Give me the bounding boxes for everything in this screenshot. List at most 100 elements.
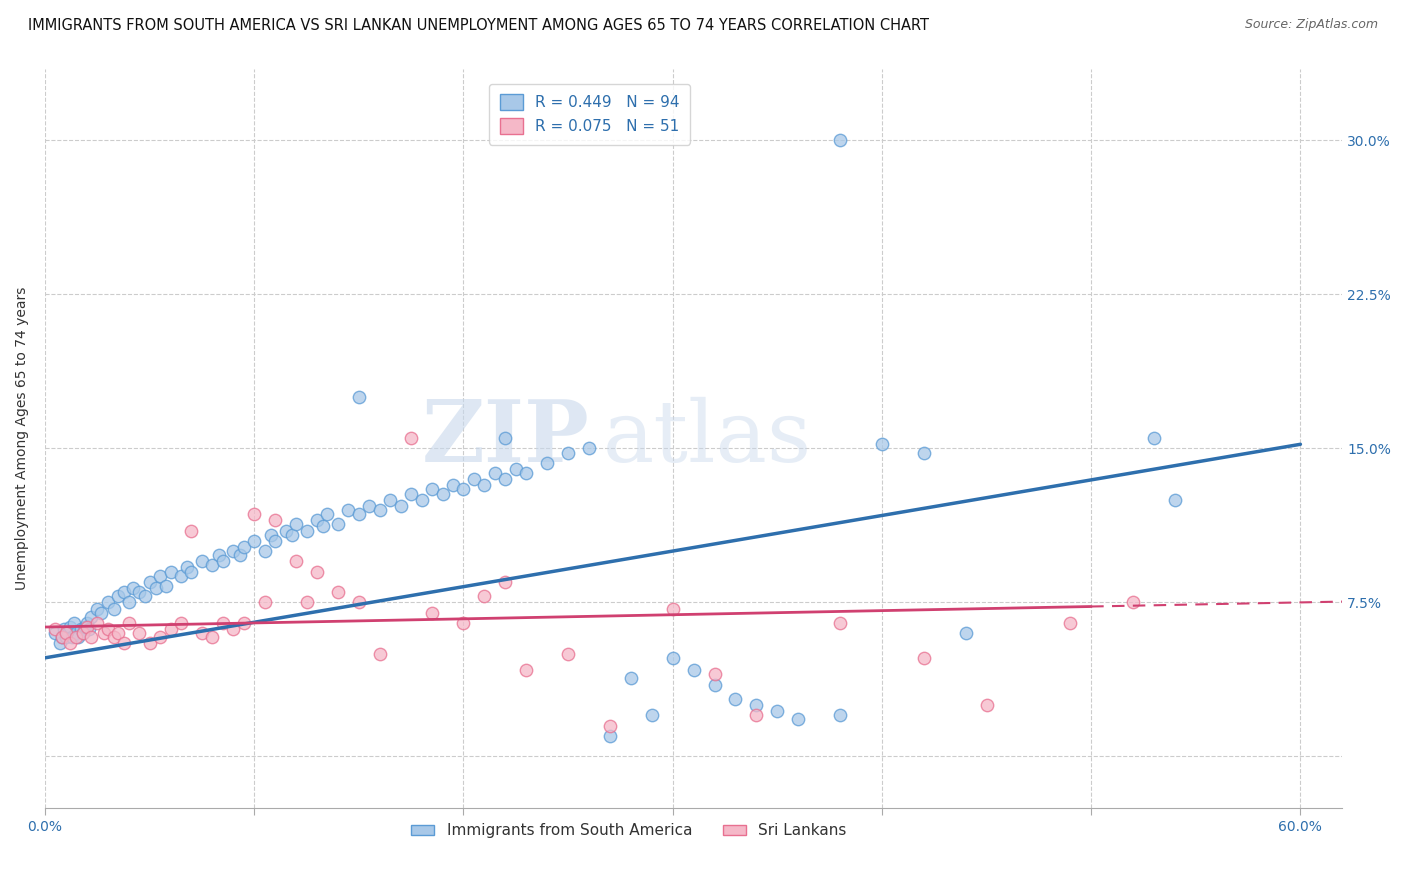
- Legend: Immigrants from South America, Sri Lankans: Immigrants from South America, Sri Lanka…: [405, 817, 852, 845]
- Point: [703, 677, 725, 691]
- Point: [295, 595, 318, 609]
- Point: [1059, 615, 1081, 630]
- Point: [211, 554, 233, 568]
- Point: [599, 729, 621, 743]
- Point: [474, 589, 496, 603]
- Point: [389, 499, 412, 513]
- Point: [243, 507, 266, 521]
- Point: [441, 478, 464, 492]
- Point: [72, 626, 94, 640]
- Point: [326, 517, 349, 532]
- Point: [661, 650, 683, 665]
- Point: [176, 560, 198, 574]
- Point: [955, 626, 977, 640]
- Point: [264, 513, 287, 527]
- Point: [138, 574, 160, 589]
- Point: [661, 601, 683, 615]
- Point: [149, 568, 172, 582]
- Point: [312, 519, 335, 533]
- Text: atlas: atlas: [603, 397, 811, 480]
- Point: [128, 585, 150, 599]
- Point: [52, 622, 75, 636]
- Point: [201, 558, 224, 573]
- Point: [515, 663, 537, 677]
- Point: [870, 437, 893, 451]
- Point: [149, 630, 172, 644]
- Point: [432, 486, 454, 500]
- Point: [232, 540, 254, 554]
- Point: [281, 527, 304, 541]
- Point: [118, 615, 141, 630]
- Point: [222, 544, 245, 558]
- Point: [641, 708, 664, 723]
- Point: [830, 708, 852, 723]
- Point: [494, 431, 516, 445]
- Point: [65, 626, 87, 640]
- Point: [55, 626, 77, 640]
- Point: [159, 565, 181, 579]
- Point: [399, 486, 422, 500]
- Point: [830, 615, 852, 630]
- Point: [1164, 492, 1187, 507]
- Point: [118, 595, 141, 609]
- Point: [380, 492, 402, 507]
- Point: [347, 595, 370, 609]
- Point: [253, 544, 276, 558]
- Point: [260, 527, 283, 541]
- Point: [228, 548, 250, 562]
- Point: [103, 630, 125, 644]
- Point: [73, 620, 96, 634]
- Point: [90, 606, 112, 620]
- Point: [463, 472, 485, 486]
- Point: [830, 133, 852, 147]
- Point: [208, 548, 231, 562]
- Point: [121, 581, 143, 595]
- Point: [56, 626, 79, 640]
- Point: [295, 524, 318, 538]
- Point: [159, 622, 181, 636]
- Point: [494, 472, 516, 486]
- Point: [326, 585, 349, 599]
- Point: [170, 615, 193, 630]
- Point: [211, 615, 233, 630]
- Point: [745, 698, 768, 712]
- Point: [399, 431, 422, 445]
- Point: [1122, 595, 1144, 609]
- Y-axis label: Unemployment Among Ages 65 to 74 years: Unemployment Among Ages 65 to 74 years: [15, 286, 30, 590]
- Point: [453, 615, 475, 630]
- Point: [44, 626, 66, 640]
- Point: [536, 456, 558, 470]
- Point: [316, 507, 339, 521]
- Point: [515, 466, 537, 480]
- Point: [69, 622, 91, 636]
- Point: [253, 595, 276, 609]
- Point: [59, 620, 82, 634]
- Point: [368, 503, 391, 517]
- Text: ZIP: ZIP: [422, 396, 591, 480]
- Point: [97, 622, 120, 636]
- Point: [453, 483, 475, 497]
- Point: [912, 650, 935, 665]
- Point: [155, 579, 177, 593]
- Point: [180, 524, 202, 538]
- Point: [264, 533, 287, 548]
- Point: [285, 554, 308, 568]
- Point: [411, 492, 433, 507]
- Point: [80, 609, 103, 624]
- Point: [138, 636, 160, 650]
- Point: [103, 601, 125, 615]
- Point: [48, 636, 70, 650]
- Point: [97, 595, 120, 609]
- Text: IMMIGRANTS FROM SOUTH AMERICA VS SRI LANKAN UNEMPLOYMENT AMONG AGES 65 TO 74 YEA: IMMIGRANTS FROM SOUTH AMERICA VS SRI LAN…: [28, 18, 929, 33]
- Point: [420, 483, 443, 497]
- Point: [976, 698, 998, 712]
- Point: [65, 630, 87, 644]
- Point: [787, 713, 810, 727]
- Point: [67, 630, 90, 644]
- Point: [114, 585, 136, 599]
- Point: [201, 630, 224, 644]
- Point: [724, 692, 747, 706]
- Point: [63, 615, 86, 630]
- Point: [232, 615, 254, 630]
- Point: [191, 554, 214, 568]
